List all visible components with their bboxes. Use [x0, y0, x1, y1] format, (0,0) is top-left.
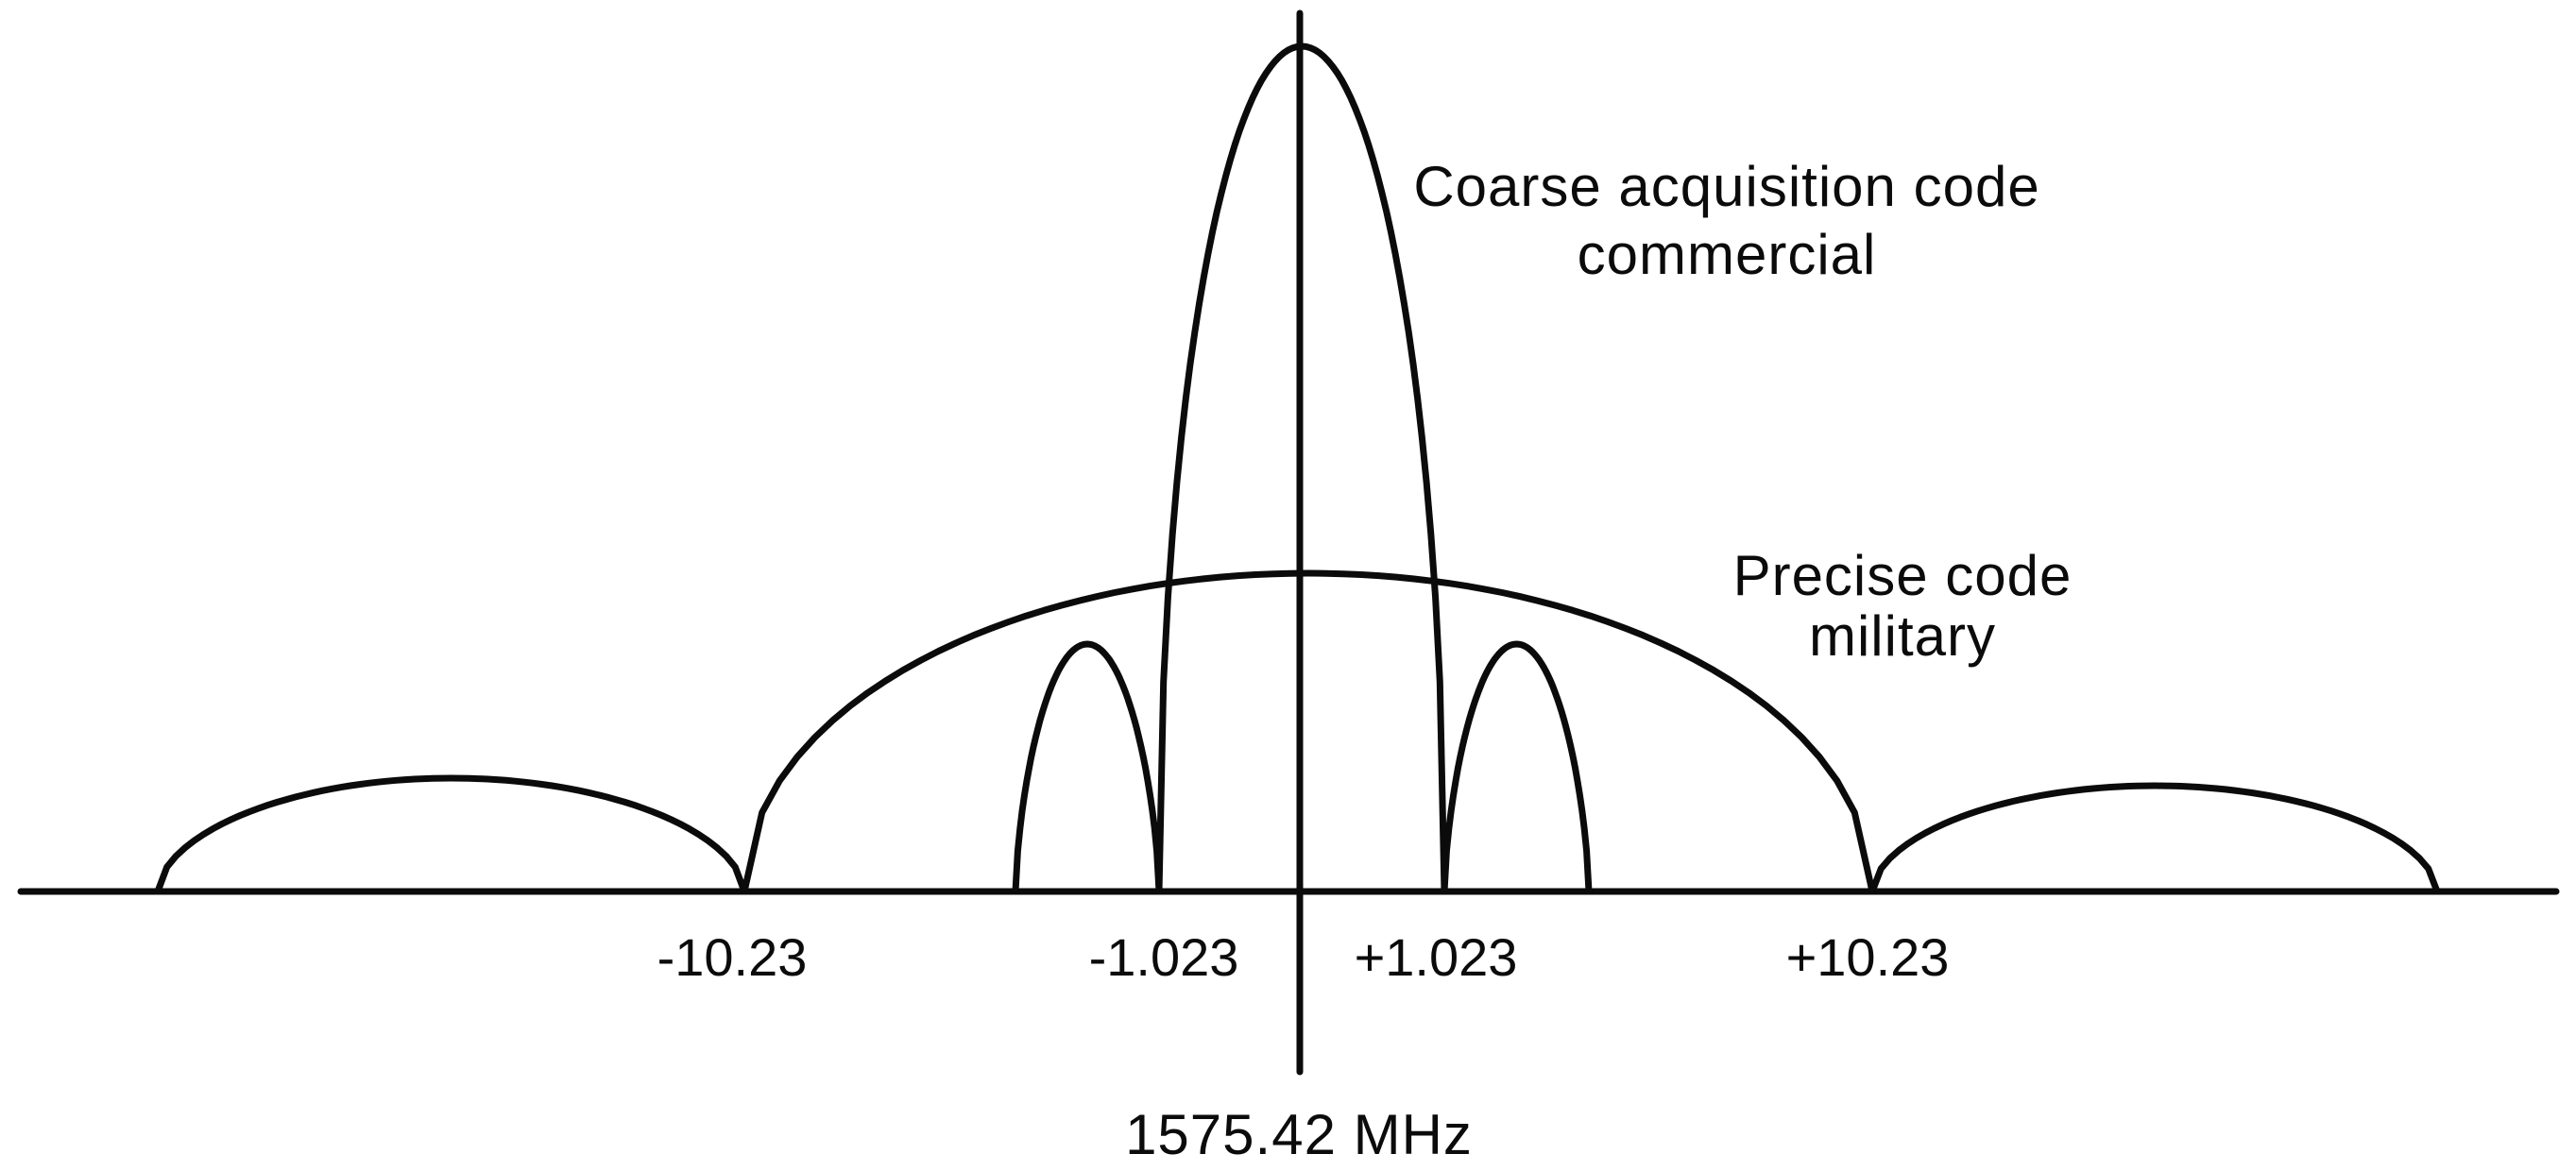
p-code-label-line2: military [1809, 604, 1996, 668]
ca-code-label-line1: Coarse acquisition code [1413, 155, 2039, 218]
tick-label-minus-1-023: -1.023 [1089, 927, 1239, 987]
tick-label-minus-10-23: -10.23 [657, 927, 808, 987]
tick-label-plus-1-023: +1.023 [1355, 927, 1518, 987]
tick-label-plus-10-23: +10.23 [1786, 927, 1950, 987]
p-code-label-line1: Precise code [1733, 544, 2073, 607]
p-code-curve [154, 569, 2441, 895]
ca-code-label-line2: commercial [1578, 223, 1877, 286]
center-frequency-label: 1575.42 MHz [1125, 1103, 1473, 1166]
ca-code-curve [1012, 42, 1593, 895]
